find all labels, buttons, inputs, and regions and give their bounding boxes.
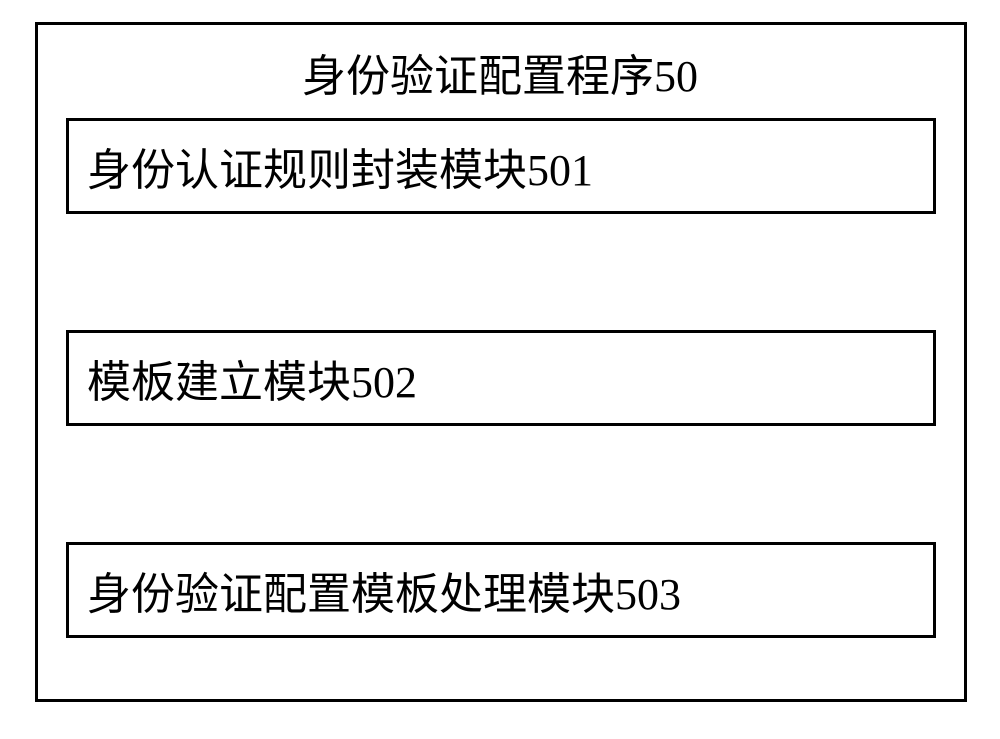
diagram-title: 身份验证配置程序50 <box>260 40 740 104</box>
module-box-502: 模板建立模块502 <box>66 330 936 426</box>
module-box-503: 身份验证配置模板处理模块503 <box>66 542 936 638</box>
module-label: 身份认证规则封装模块501 <box>87 134 593 198</box>
module-box-501: 身份认证规则封装模块501 <box>66 118 936 214</box>
diagram-canvas: 身份验证配置程序50 身份认证规则封装模块501 模板建立模块502 身份验证配… <box>0 0 1000 739</box>
module-label: 身份验证配置模板处理模块503 <box>87 558 681 622</box>
module-label: 模板建立模块502 <box>87 346 417 410</box>
